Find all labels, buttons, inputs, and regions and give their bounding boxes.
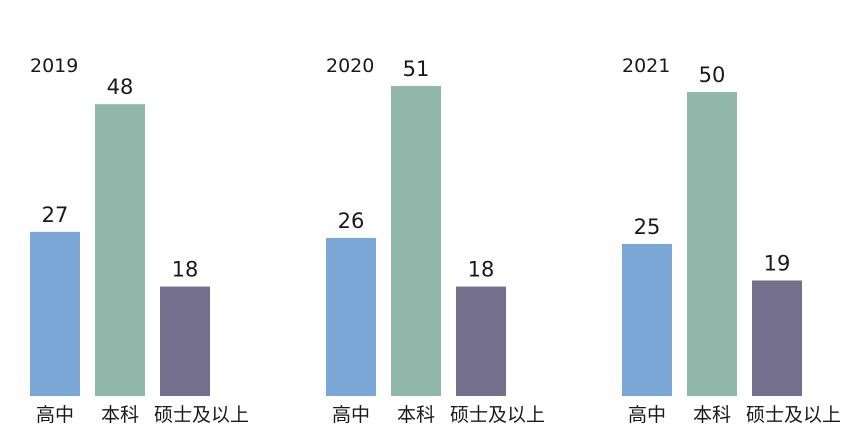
category-label-2021-2: 本科 [693, 404, 731, 426]
bar-2020-2 [391, 85, 441, 397]
category-label-2020-3: 硕士及以上 [450, 404, 545, 426]
value-label-2020-2: 51 [403, 57, 430, 81]
year-label-2020: 2020 [326, 55, 374, 77]
bar-2021-1 [622, 244, 672, 396]
bar-2019-2 [95, 104, 145, 396]
value-label-2019-2: 48 [107, 75, 134, 99]
bar-2019-3 [160, 286, 210, 396]
bar-2020-1 [326, 237, 376, 396]
value-label-2019-1: 27 [42, 203, 69, 227]
bar-2021-2 [687, 92, 737, 396]
value-label-2020-3: 18 [468, 258, 495, 282]
category-label-2020-2: 本科 [397, 404, 435, 426]
category-label-2019-3: 硕士及以上 [154, 404, 249, 426]
category-label-2020-1: 高中 [332, 404, 370, 426]
value-label-2021-2: 50 [699, 63, 726, 87]
category-label-2019-1: 高中 [36, 404, 74, 426]
bar-2019-1 [30, 231, 80, 396]
bar-2021-3 [752, 280, 802, 396]
value-label-2021-1: 25 [634, 215, 661, 239]
value-label-2020-1: 26 [338, 209, 365, 233]
year-label-2019: 2019 [30, 55, 78, 77]
bar-2020-3 [456, 286, 506, 396]
category-label-2021-3: 硕士及以上 [746, 404, 841, 426]
value-label-2019-3: 18 [172, 258, 199, 282]
category-label-2019-2: 本科 [101, 404, 139, 426]
category-label-2021-1: 高中 [628, 404, 666, 426]
value-label-2021-3: 19 [764, 251, 791, 275]
year-label-2021: 2021 [622, 55, 670, 77]
